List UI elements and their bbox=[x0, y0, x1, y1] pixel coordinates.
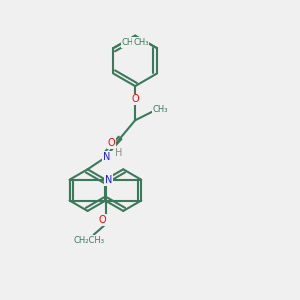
Text: CH₃: CH₃ bbox=[153, 105, 168, 114]
Text: O: O bbox=[107, 138, 115, 148]
Text: O: O bbox=[131, 94, 139, 104]
Text: CH₂CH₃: CH₂CH₃ bbox=[74, 236, 105, 245]
Text: O: O bbox=[99, 215, 106, 225]
Text: H: H bbox=[115, 148, 122, 158]
Text: CH₃: CH₃ bbox=[122, 38, 137, 47]
Text: N: N bbox=[104, 175, 112, 185]
Text: CH₃: CH₃ bbox=[133, 38, 148, 47]
Text: N: N bbox=[103, 152, 111, 162]
